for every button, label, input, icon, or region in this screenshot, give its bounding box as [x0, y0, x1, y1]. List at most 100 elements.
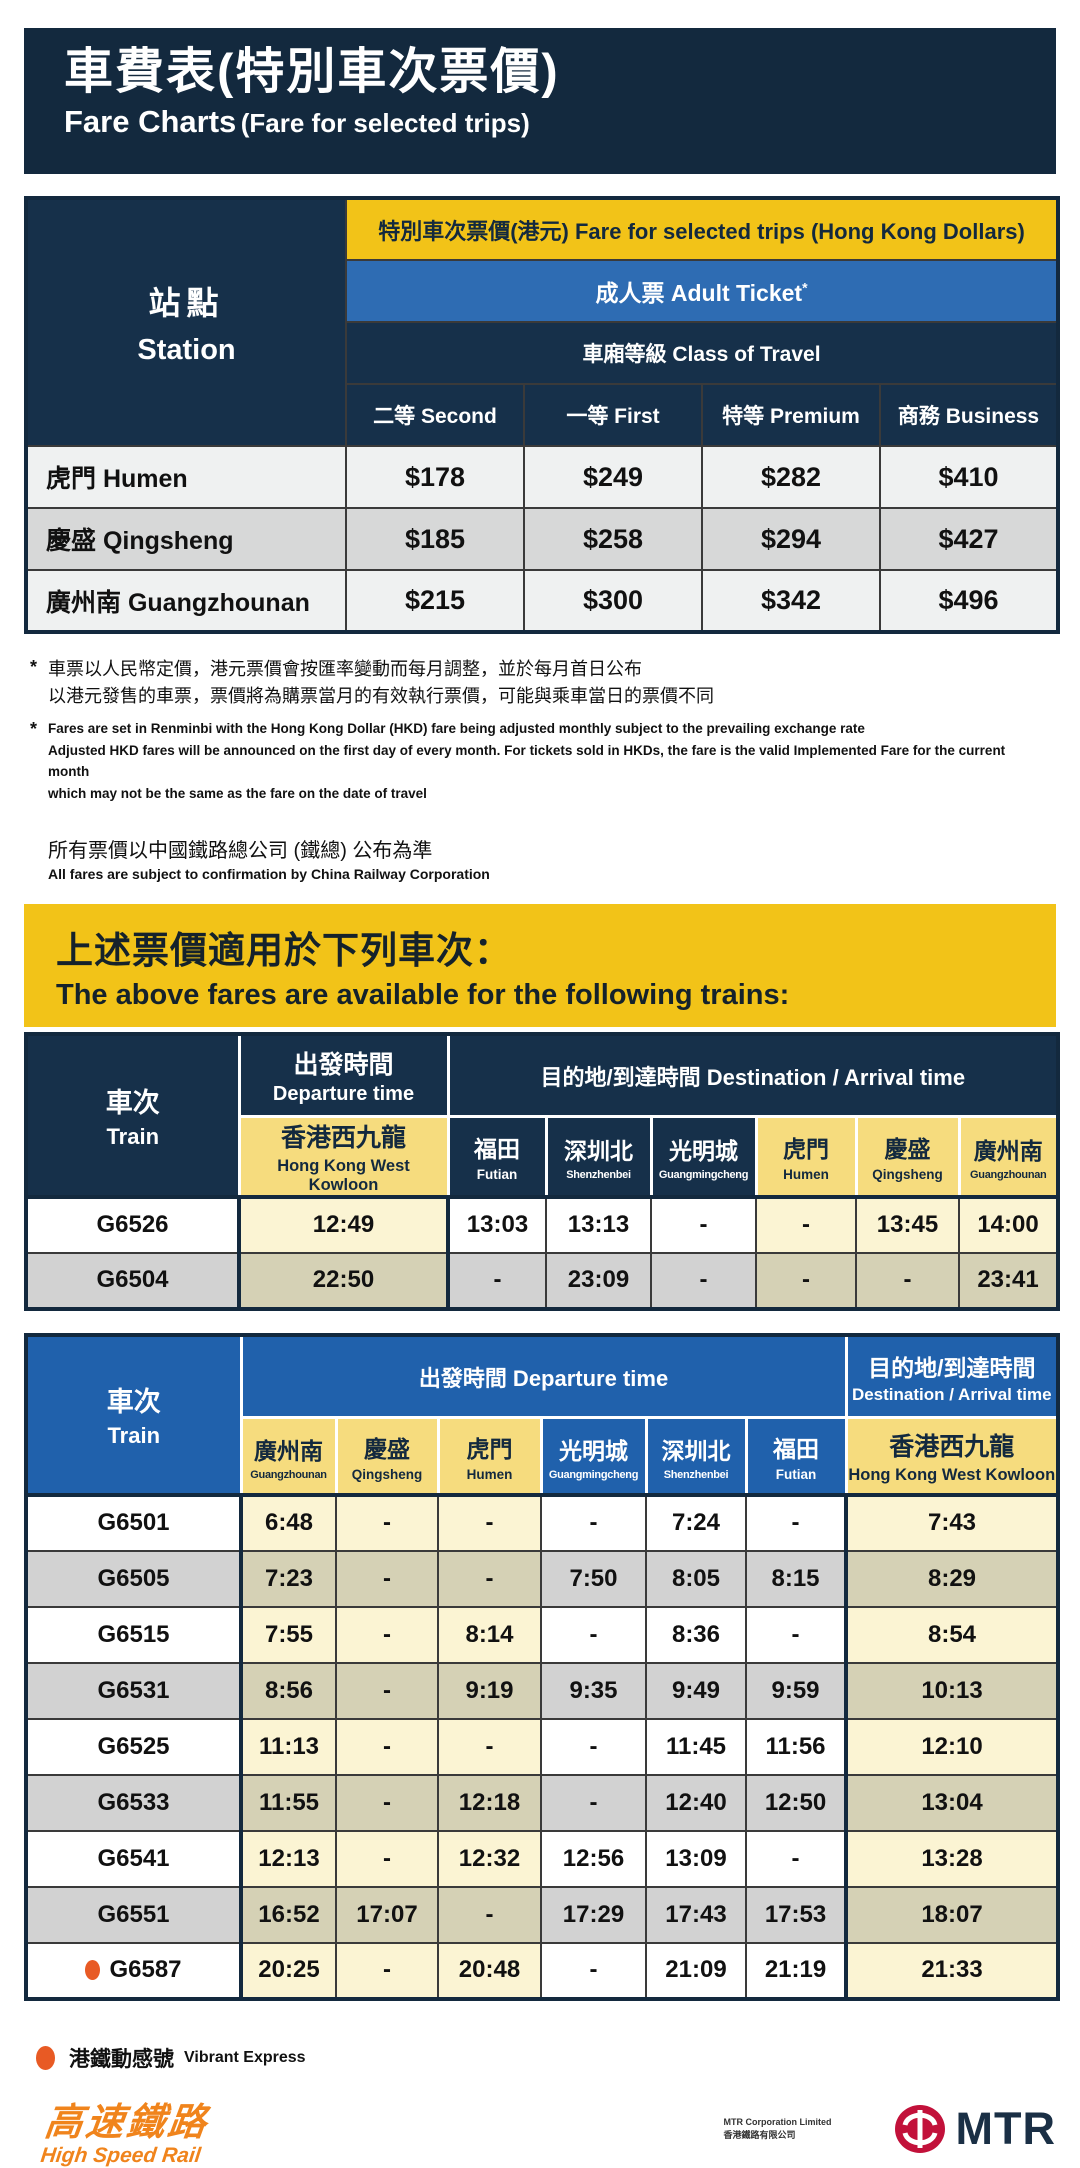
- time-cell: -: [437, 1549, 542, 1608]
- fare-cell: $294: [701, 507, 881, 571]
- time-cell: -: [437, 1885, 542, 1944]
- fare-cell: $178: [345, 445, 525, 509]
- time-cell: 8:14: [437, 1605, 542, 1664]
- fare-row-qingsheng: 慶盛 Qingsheng $185 $258 $294 $427: [25, 507, 1060, 571]
- page-title: 車費表(特別車次票價) Fare Charts (Fare for select…: [24, 28, 1056, 174]
- time-cell: 13:45: [855, 1194, 960, 1254]
- time-cell: 17:43: [645, 1885, 747, 1944]
- time-cell: -: [650, 1251, 757, 1310]
- time-cell: 12:49: [238, 1194, 449, 1254]
- time-cell: 8:36: [645, 1605, 747, 1664]
- departure-header-zh: 出發時間: [293, 1051, 394, 1080]
- fare-band-title: 特別車次票價(港元) Fare for selected trips (Hong…: [344, 196, 1060, 261]
- time-cell: -: [540, 1941, 647, 2000]
- time-cell: 13:13: [545, 1194, 652, 1254]
- class-header-premium: 特等 Premium: [701, 383, 881, 447]
- time-cell: -: [755, 1251, 857, 1310]
- time-cell: 13:04: [844, 1773, 1060, 1832]
- train-number-cell: G6504: [25, 1251, 241, 1310]
- train-number-cell: G6587: [25, 1941, 243, 2000]
- time-cell: -: [744, 1829, 848, 1888]
- fare-cell: $300: [523, 569, 703, 633]
- time-cell: 21:19: [744, 1941, 848, 2000]
- station-header-hong-kong-west-kowloon: 香港西九龍 Hong Kong West Kowloon: [844, 1416, 1060, 1497]
- time-cell: -: [540, 1717, 647, 1776]
- vibrant-express-dot-icon: [85, 1960, 101, 1981]
- class-header-row: 二等 Second 一等 First 特等 Premium 商務 Busines…: [26, 383, 1060, 447]
- time-cell: -: [335, 1549, 439, 1608]
- station-header-humen: 虎門 Humen: [436, 1416, 543, 1497]
- footnote-en-line3: which may not be the same as the fare on…: [48, 785, 427, 801]
- footnote-zh: * 車票以人民幣定價，港元票價會按匯率變動而每月調整，並於每月首日公布 以港元發…: [30, 656, 1050, 710]
- time-cell: 17:29: [540, 1885, 647, 1944]
- train-number-cell: G6533: [25, 1773, 243, 1832]
- train-header-zh: 車次: [105, 1088, 160, 1119]
- time-cell: -: [335, 1941, 439, 2000]
- station-header-futian: 福田 Futian: [446, 1114, 548, 1199]
- fare-chart-page: 車費表(特別車次票價) Fare Charts (Fare for select…: [24, 0, 1061, 2168]
- train-number-label: G6541: [97, 1844, 170, 1872]
- time-cell: 6:48: [240, 1492, 337, 1552]
- time-cell: -: [437, 1492, 542, 1552]
- class-header-second: 二等 Second: [345, 383, 525, 447]
- time-cell: 23:41: [957, 1251, 1060, 1310]
- station-header-guangzhounan: 廣州南 Guangzhounan: [957, 1114, 1060, 1199]
- station-header-guangzhounan: 廣州南 Guangzhounan: [239, 1416, 338, 1497]
- train-header-en: Train: [107, 1423, 161, 1449]
- legend-label-en: Vibrant Express: [184, 2048, 306, 2066]
- time-cell: 8:56: [240, 1661, 337, 1720]
- time-cell: 20:48: [437, 1941, 542, 2000]
- trains-banner: 上述票價適用於下列車次： The above fares are availab…: [24, 904, 1056, 1028]
- footnotes: * 車票以人民幣定價，港元票價會按匯率變動而每月調整，並於每月首日公布 以港元發…: [30, 656, 1050, 882]
- time-cell: 12:50: [744, 1773, 848, 1832]
- time-cell: 16:52: [240, 1885, 337, 1944]
- hsr-logo-en: High Speed Rail: [39, 2143, 203, 2167]
- station-name: 慶盛 Qingsheng: [25, 507, 347, 571]
- station-header-en: Station: [137, 334, 236, 366]
- time-cell: 11:55: [240, 1773, 337, 1832]
- class-of-travel-band: 車廂等級 Class of Travel: [344, 321, 1060, 385]
- station-column-header: 站點 Station: [25, 196, 347, 447]
- destination-arrival-header: 目的地/到達時間 Destination / Arrival time: [446, 1032, 1060, 1118]
- time-cell: 12:18: [437, 1773, 542, 1832]
- fare-cell: $496: [878, 569, 1060, 633]
- footnote-zh-line2: 以港元發售的車票，票價將為購票當月的有效執行票價，可能與乘車當日的票價不同: [48, 686, 714, 706]
- footnote-zh-line1: 車票以人民幣定價，港元票價會按匯率變動而每月調整，並於每月首日公布: [48, 659, 642, 679]
- legend-label-zh: 港鐵動感號: [69, 2047, 174, 2071]
- time-cell: 11:45: [645, 1717, 747, 1776]
- time-cell: 8:29: [844, 1549, 1060, 1608]
- adult-ticket-asterisk: *: [802, 279, 808, 296]
- time-cell: -: [855, 1251, 960, 1310]
- footnote-en-line1: Fares are set in Renminbi with the Hong …: [48, 721, 865, 736]
- footnote-en-line2: Adjusted HKD fares will be announced on …: [48, 742, 1006, 780]
- destination-arrival-header: 目的地/到達時間 Destination / Arrival time: [844, 1333, 1060, 1420]
- time-cell: -: [744, 1605, 848, 1664]
- time-cell: -: [540, 1773, 647, 1832]
- train-row: G6525 11:13- - -11:45 11:56 12:10: [25, 1717, 1060, 1776]
- train-row: G6501 6:48- - -7:24-7:43: [25, 1492, 1060, 1552]
- page-title-en: Fare Charts (Fare for selected trips): [64, 104, 1056, 140]
- time-cell: -: [446, 1251, 547, 1310]
- mtr-company-text: MTR Corporation Limited 香港鐵路有限公司: [724, 2116, 832, 2143]
- train-number-label: G6504: [96, 1266, 169, 1294]
- time-cell: 20:25: [240, 1941, 337, 2000]
- time-cell: -: [335, 1829, 439, 1888]
- station-header-qingsheng: 慶盛 Qingsheng: [854, 1114, 961, 1199]
- mtr-logo-icon: [894, 2104, 946, 2154]
- train-number-label: G6533: [97, 1788, 170, 1816]
- train-number-label: G6531: [97, 1676, 170, 1704]
- train-row: G6531 8:56-9:19 9:35 9:49 9:59 10:13: [25, 1661, 1060, 1720]
- train-row: G6551 16:52 17:07-17:29 17:43 17:53 18:07: [25, 1885, 1060, 1944]
- time-cell: 8:05: [645, 1549, 747, 1608]
- mtr-branding: MTR Corporation Limited 香港鐵路有限公司 MTR: [724, 2103, 1056, 2155]
- train-row: G6533 11:55-12:18-12:40 12:50 13:04: [25, 1773, 1060, 1832]
- train-row: G6526 12:49 13:03 13:13- -13:45 14:00: [25, 1194, 1060, 1254]
- footnote-en: * Fares are set in Renminbi with the Hon…: [30, 718, 1050, 804]
- time-cell: 7:50: [540, 1549, 647, 1608]
- time-cell: 17:53: [744, 1885, 848, 1944]
- time-cell: 12:13: [240, 1829, 337, 1888]
- time-cell: 12:32: [437, 1829, 542, 1888]
- time-cell: 17:07: [335, 1885, 439, 1944]
- time-cell: 11:56: [744, 1717, 848, 1776]
- station-name: 虎門 Humen: [25, 445, 347, 509]
